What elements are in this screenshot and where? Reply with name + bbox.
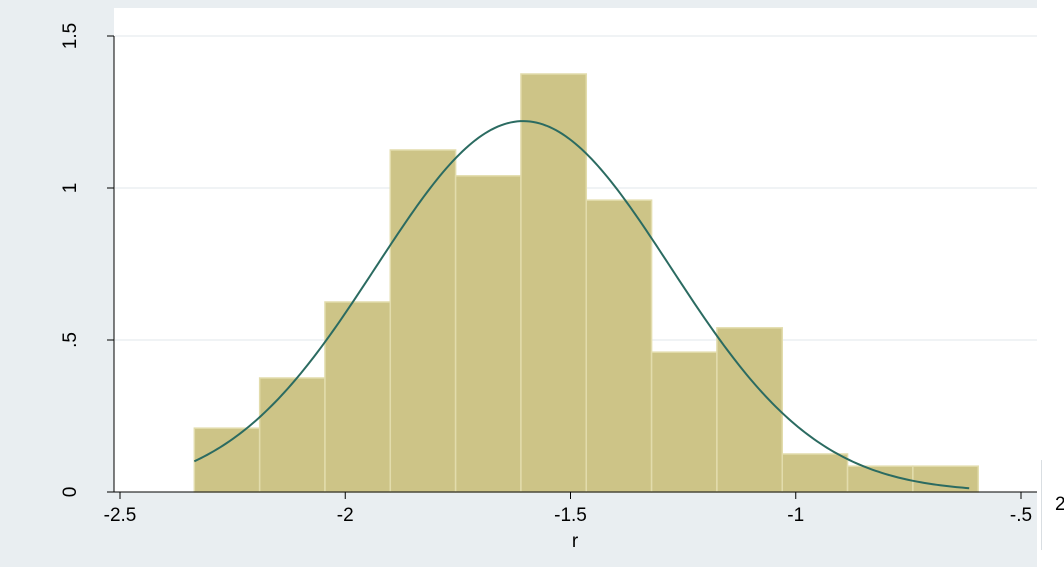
axes <box>113 36 1037 493</box>
histogram-chart: -2.5 -2 -1.5 -1 -.5 0 .5 1 1.5 r <box>60 8 1037 552</box>
histogram-bar <box>781 453 849 493</box>
histogram-bar <box>454 175 522 493</box>
x-tick-label: -1.5 <box>554 505 587 526</box>
histogram-bar <box>193 427 261 493</box>
y-tick-label: 0 <box>60 487 81 498</box>
y-tick-label: 1.5 <box>60 23 81 49</box>
y-tick-label: 1 <box>60 183 81 194</box>
x-tick-label: -2.5 <box>104 505 137 526</box>
x-axis-title: r <box>572 531 579 552</box>
right-edge-label: 2 <box>1055 494 1064 515</box>
histogram-bar <box>716 327 783 493</box>
histogram-bar <box>520 73 588 493</box>
x-tick-label: -1 <box>787 505 804 526</box>
x-axis-ticks: -2.5 -2 -1.5 -1 -.5 <box>104 492 1032 526</box>
histogram-bar <box>650 351 718 493</box>
histogram-bar <box>258 377 326 493</box>
histogram-bar <box>324 301 392 493</box>
y-axis-ticks: 0 .5 1 1.5 <box>60 23 114 498</box>
y-tick-label: .5 <box>60 332 81 348</box>
normal-density-curve <box>193 120 970 490</box>
x-tick-label: -.5 <box>1010 505 1032 526</box>
right-edge-box <box>1041 460 1064 550</box>
x-tick-label: -2 <box>337 505 354 526</box>
histogram-bar <box>389 149 457 493</box>
histogram-bar <box>585 199 653 493</box>
